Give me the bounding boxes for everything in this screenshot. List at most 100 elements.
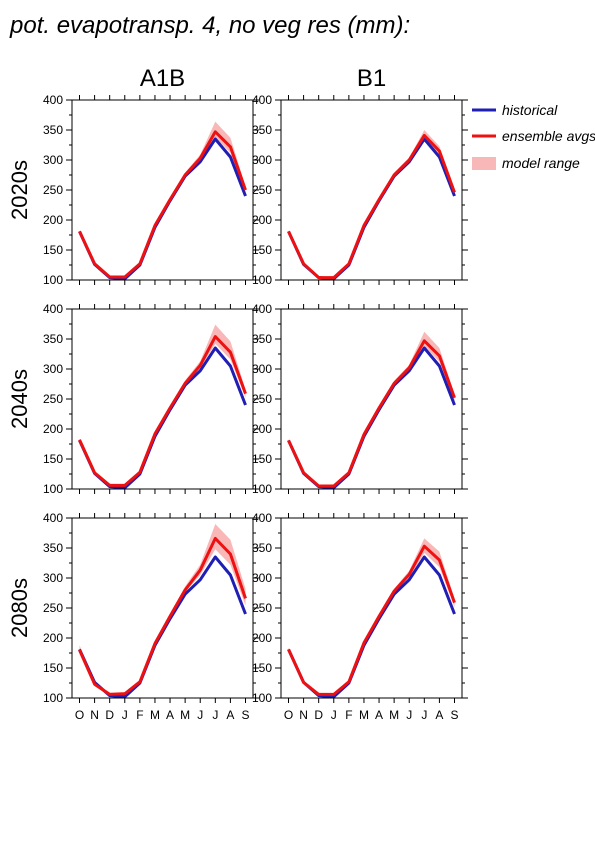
y-tick-label: 250	[43, 392, 63, 406]
row-label-2040s: 2040s	[7, 369, 32, 429]
y-tick-label: 300	[252, 362, 272, 376]
y-tick-label: 150	[252, 452, 272, 466]
y-tick-label: 200	[252, 213, 272, 227]
column-label-a1b: A1B	[140, 65, 185, 92]
y-tick-label: 200	[252, 422, 272, 436]
historical-line	[287, 137, 456, 281]
x-tick-label: M	[180, 708, 190, 722]
y-tick-label: 250	[252, 183, 272, 197]
y-tick-label: 200	[43, 422, 63, 436]
ensemble-line	[78, 130, 247, 279]
x-tick-label: A	[166, 708, 174, 722]
ensemble-line	[78, 335, 247, 487]
ensemble-line	[78, 536, 247, 696]
legend-ensemble-label: ensemble avgs	[502, 128, 595, 144]
y-tick-label: 250	[43, 601, 63, 615]
y-tick-label: 300	[252, 571, 272, 585]
y-tick-label: 400	[252, 302, 272, 316]
panel-b1-2040s: 100 150 200 250 300 350 400	[252, 302, 468, 496]
panel-frame	[71, 308, 254, 490]
x-tick-label: J	[421, 708, 427, 722]
historical-line	[287, 346, 456, 490]
y-tick-label: 350	[43, 332, 63, 346]
y-tick-label: 400	[43, 511, 63, 525]
y-tick-label: 250	[252, 601, 272, 615]
model-range-band	[288, 130, 455, 279]
y-tick-label: 300	[43, 153, 63, 167]
model-range-band	[288, 331, 455, 488]
x-tick-label: D	[105, 708, 114, 722]
y-tick-label: 150	[43, 243, 63, 257]
historical-line	[78, 346, 247, 490]
panel-b1-2020s: 100 150 200 250 300 350 400	[252, 93, 468, 287]
y-tick-label: 350	[252, 541, 272, 555]
model-range-band	[79, 524, 246, 696]
x-tick-label: M	[389, 708, 399, 722]
y-tick-label: 150	[43, 452, 63, 466]
x-tick-label: D	[314, 708, 323, 722]
ensemble-line	[287, 339, 456, 488]
y-tick-label: 400	[252, 93, 272, 107]
x-tick-label: J	[331, 708, 337, 722]
y-tick-label: 150	[252, 661, 272, 675]
y-tick-label: 200	[252, 631, 272, 645]
y-tick-label: 400	[43, 93, 63, 107]
x-tick-label: A	[226, 708, 234, 722]
x-tick-label: J	[406, 708, 412, 722]
column-label-b1: B1	[357, 65, 386, 92]
y-tick-label: 250	[252, 392, 272, 406]
x-tick-label: N	[90, 708, 99, 722]
y-tick-label: 350	[43, 541, 63, 555]
y-tick-label: 300	[252, 153, 272, 167]
x-tick-label: O	[284, 708, 293, 722]
y-tick-label: 400	[43, 302, 63, 316]
panel-frame	[71, 99, 254, 281]
y-tick-label: 300	[43, 362, 63, 376]
y-tick-label: 250	[43, 183, 63, 197]
legend-historical-label: historical	[502, 102, 558, 118]
y-tick-label: 100	[252, 691, 272, 705]
panel-frame	[280, 308, 463, 490]
y-tick-label: 100	[43, 482, 63, 496]
y-tick-label: 100	[43, 273, 63, 287]
row-label-2080s: 2080s	[7, 578, 32, 638]
x-tick-label: J	[122, 708, 128, 722]
x-tick-label: M	[359, 708, 369, 722]
panel-a1b-2040s: 100 150 200 250 300 350 400	[43, 302, 259, 496]
panel-a1b-2020s: 100 150 200 250 300 350 400	[43, 93, 259, 287]
y-tick-label: 100	[252, 273, 272, 287]
y-tick-label: 300	[43, 571, 63, 585]
y-tick-label: 400	[252, 511, 272, 525]
legend: historical ensemble avgs model range	[472, 102, 595, 171]
legend-range-swatch	[472, 157, 496, 170]
model-range-band	[79, 324, 246, 487]
x-tick-label: A	[375, 708, 383, 722]
chart-title: pot. evapotransp. 4, no veg res (mm):	[10, 12, 411, 39]
x-tick-label: N	[299, 708, 308, 722]
legend-range-label: model range	[502, 155, 580, 171]
panel-frame	[280, 99, 463, 281]
y-tick-label: 350	[252, 332, 272, 346]
y-tick-label: 350	[43, 123, 63, 137]
y-tick-label: 100	[252, 482, 272, 496]
y-tick-label: 150	[43, 661, 63, 675]
x-tick-label: S	[241, 708, 249, 722]
x-tick-label: S	[450, 708, 458, 722]
x-tick-label: F	[136, 708, 143, 722]
x-tick-label: J	[197, 708, 203, 722]
model-range-band	[79, 121, 246, 279]
x-tick-label: J	[212, 708, 218, 722]
model-range-band	[288, 538, 455, 696]
y-tick-label: 150	[252, 243, 272, 257]
ensemble-line	[287, 544, 456, 696]
ensemble-line	[287, 133, 456, 280]
row-label-2020s: 2020s	[7, 160, 32, 220]
y-tick-label: 350	[252, 123, 272, 137]
panel-frame	[280, 517, 463, 699]
x-tick-label: O	[75, 708, 84, 722]
x-tick-label: A	[435, 708, 443, 722]
historical-line	[78, 137, 247, 281]
